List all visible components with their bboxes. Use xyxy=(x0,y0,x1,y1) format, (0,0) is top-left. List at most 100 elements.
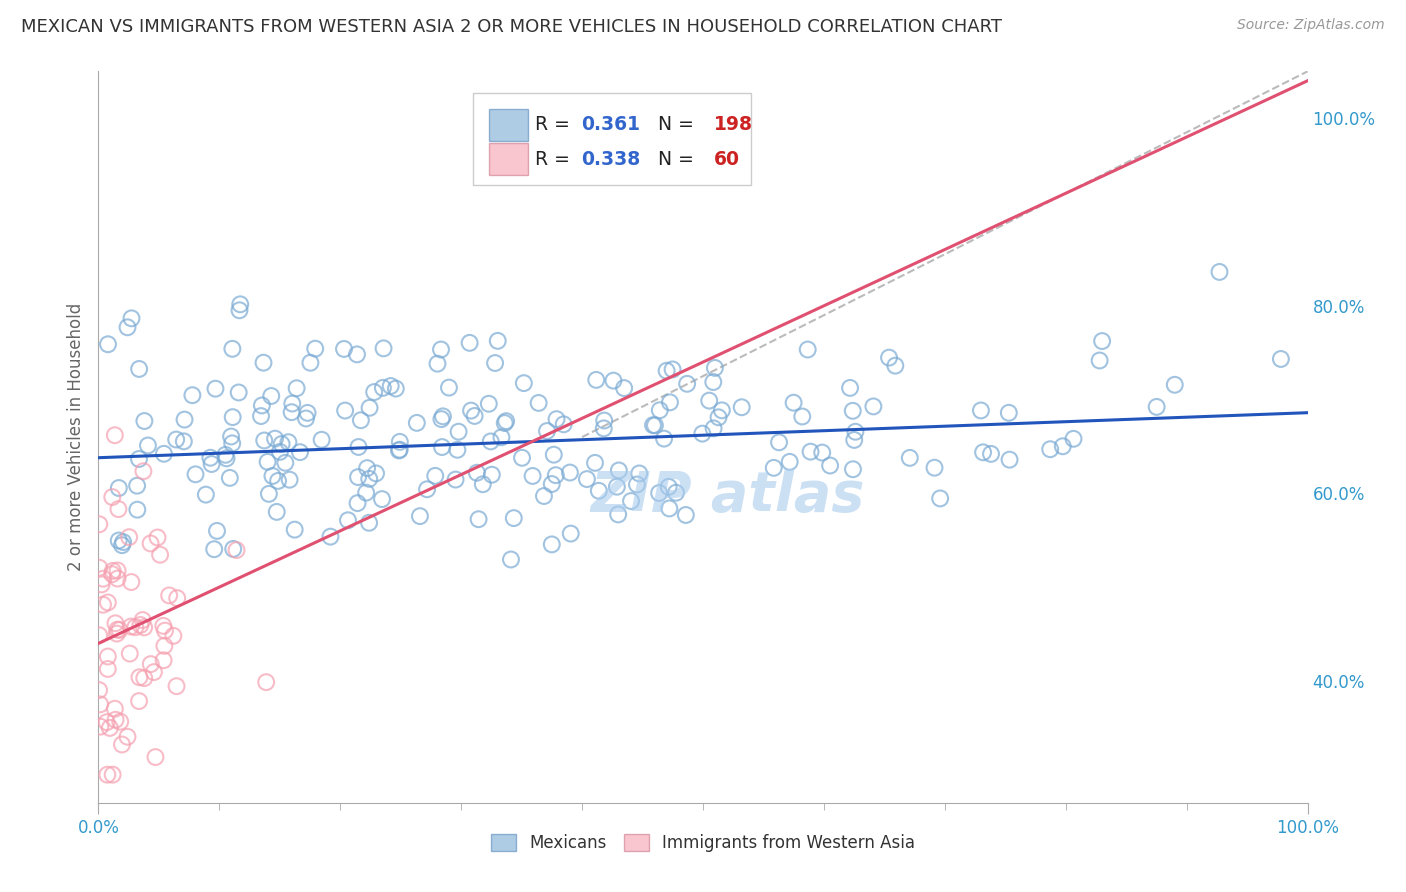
Text: MEXICAN VS IMMIGRANTS FROM WESTERN ASIA 2 OR MORE VEHICLES IN HOUSEHOLD CORRELAT: MEXICAN VS IMMIGRANTS FROM WESTERN ASIA … xyxy=(21,18,1002,36)
Point xyxy=(274,456,297,470)
Point xyxy=(354,485,377,500)
Point xyxy=(346,347,368,361)
Point xyxy=(128,694,150,708)
Point xyxy=(118,530,141,544)
Point xyxy=(127,502,149,516)
Point xyxy=(658,501,681,516)
Point xyxy=(205,524,228,538)
Point xyxy=(553,417,575,432)
Point xyxy=(768,435,790,450)
Point xyxy=(278,473,301,487)
Point xyxy=(583,456,606,470)
Point xyxy=(118,647,141,661)
Point xyxy=(108,481,131,495)
Point xyxy=(546,412,568,426)
Point xyxy=(97,662,120,676)
Point xyxy=(675,508,697,522)
Point xyxy=(998,406,1021,420)
Point xyxy=(648,403,671,417)
Point xyxy=(359,516,381,530)
Point xyxy=(134,671,156,685)
Point xyxy=(898,450,921,465)
Point xyxy=(481,467,503,482)
Point xyxy=(710,403,733,417)
Point xyxy=(319,530,342,544)
Point xyxy=(90,577,112,591)
Text: N =: N = xyxy=(647,150,700,169)
Point xyxy=(702,375,724,389)
Point xyxy=(593,413,616,427)
Point xyxy=(202,542,225,557)
Point xyxy=(173,434,195,449)
Point xyxy=(430,412,453,426)
Point xyxy=(127,478,149,492)
Point xyxy=(91,572,114,586)
Point xyxy=(620,494,643,508)
Point xyxy=(380,379,402,393)
Point xyxy=(142,665,165,679)
Point xyxy=(862,400,884,414)
Point xyxy=(333,403,356,417)
FancyBboxPatch shape xyxy=(489,109,527,141)
Point xyxy=(124,620,146,634)
Point xyxy=(350,413,373,427)
Point xyxy=(929,491,952,506)
Point xyxy=(89,698,111,712)
Point xyxy=(145,750,167,764)
Point xyxy=(117,730,139,744)
Point xyxy=(304,342,326,356)
Point xyxy=(703,360,725,375)
Point xyxy=(1208,265,1230,279)
Point xyxy=(107,502,129,516)
Point xyxy=(110,714,132,729)
Point xyxy=(128,452,150,467)
Point xyxy=(117,320,139,334)
Point xyxy=(980,447,1002,461)
Point xyxy=(104,702,127,716)
Point xyxy=(346,496,368,510)
Text: R =: R = xyxy=(534,150,576,169)
Point xyxy=(200,450,222,465)
Point xyxy=(430,440,453,454)
Point xyxy=(659,395,682,409)
Point xyxy=(204,382,226,396)
Point xyxy=(648,486,671,500)
Point xyxy=(388,434,411,449)
Point xyxy=(779,455,801,469)
Point xyxy=(270,437,292,451)
Point xyxy=(105,623,128,637)
Point xyxy=(256,455,278,469)
Point xyxy=(513,376,536,391)
Point xyxy=(558,466,581,480)
Point xyxy=(363,385,385,400)
Point xyxy=(347,470,370,484)
Point xyxy=(347,440,370,454)
Point xyxy=(592,421,614,435)
Point xyxy=(97,337,120,351)
Point xyxy=(1270,351,1292,366)
Point xyxy=(101,564,124,578)
Point xyxy=(499,552,522,566)
Point xyxy=(153,639,176,653)
Point xyxy=(792,409,814,424)
Point xyxy=(607,463,630,477)
Point xyxy=(707,410,730,425)
Point xyxy=(215,451,238,466)
Text: 60: 60 xyxy=(714,150,740,169)
Point xyxy=(626,477,648,491)
Point xyxy=(544,468,567,483)
Point xyxy=(218,471,240,485)
Point xyxy=(560,526,582,541)
Point xyxy=(676,376,699,391)
Point xyxy=(467,512,489,526)
Point xyxy=(165,433,187,447)
Text: 198: 198 xyxy=(714,115,752,135)
Point xyxy=(388,442,411,457)
Point xyxy=(184,467,207,482)
Point xyxy=(606,480,628,494)
Point xyxy=(796,343,818,357)
Point xyxy=(510,450,533,465)
Point xyxy=(219,429,242,443)
Point xyxy=(104,428,127,442)
Point xyxy=(536,424,558,438)
